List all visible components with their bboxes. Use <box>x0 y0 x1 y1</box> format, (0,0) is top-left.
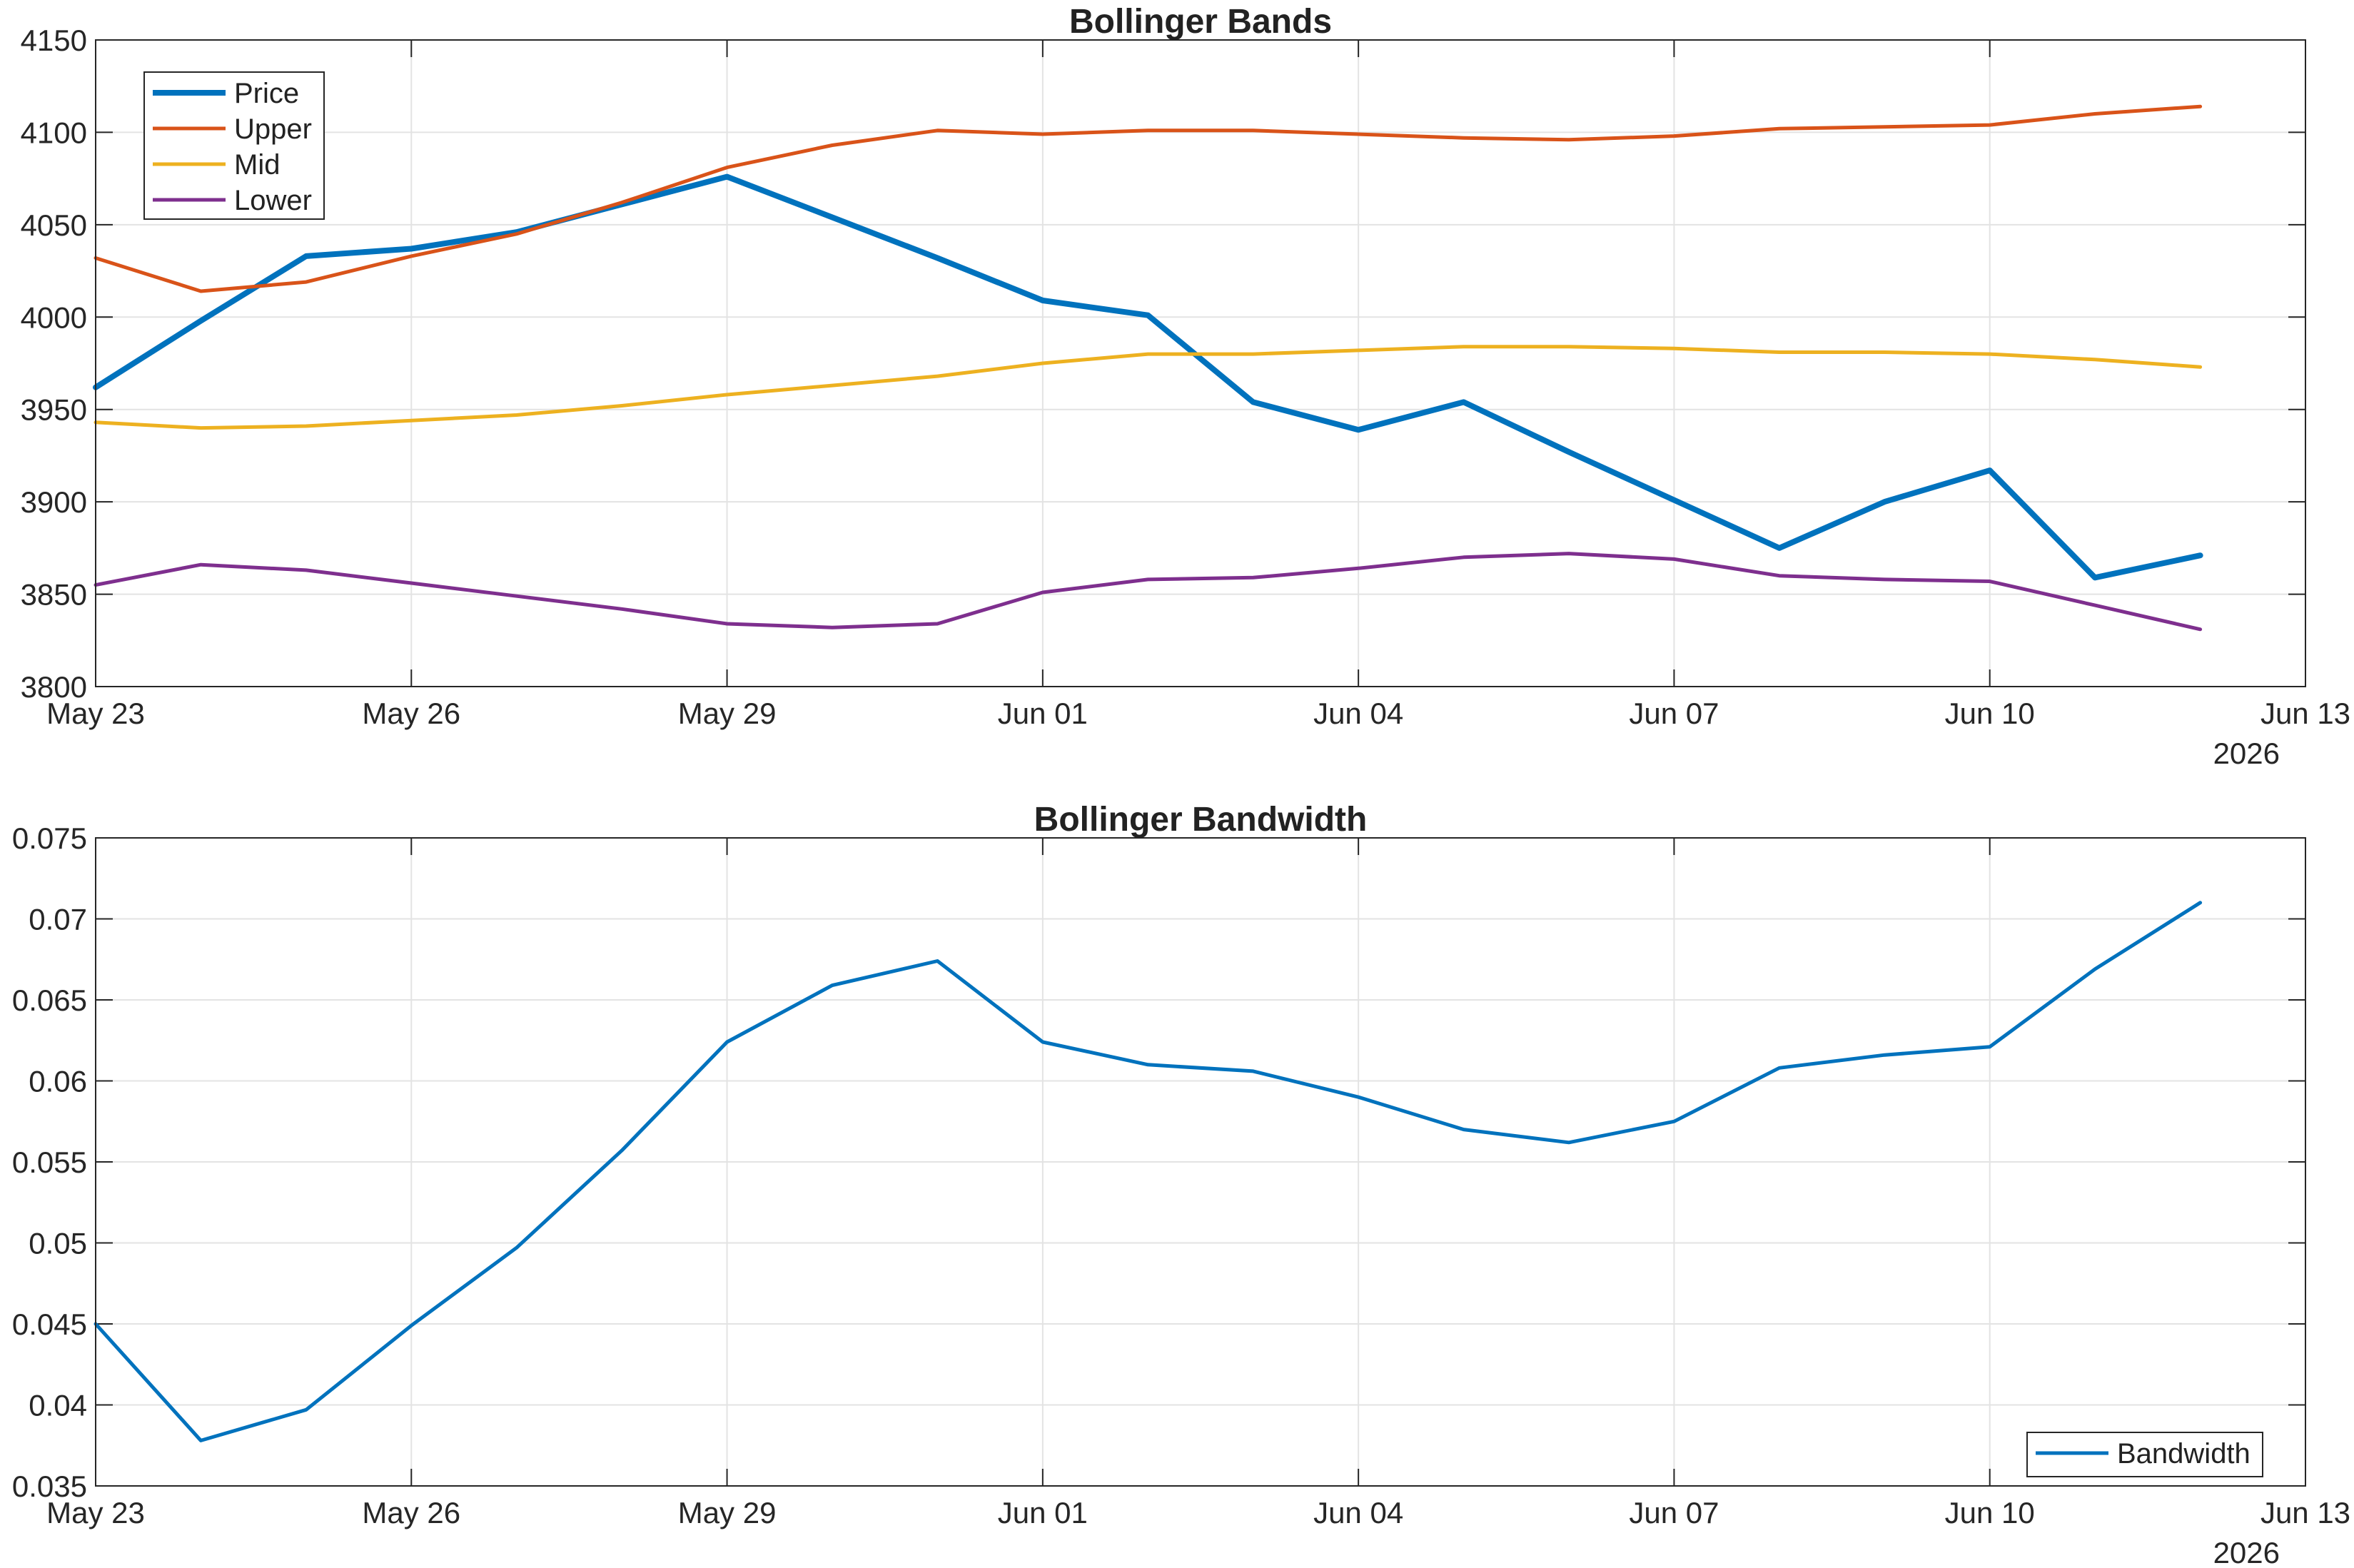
bollinger-bands-chart: Bollinger Bands 3800 3850 3900 3950 4000 4050 4… <box>21 3 2350 770</box>
x-tick-label: Jun 07 <box>1629 697 1719 730</box>
legend-label-price: Price <box>234 78 299 109</box>
legend-label-mid: Mid <box>234 149 280 181</box>
legend-label-lower: Lower <box>234 185 312 216</box>
chart-title: Bollinger Bandwidth <box>1034 801 1368 839</box>
axes-box <box>95 837 2306 1487</box>
x-tick-label: Jun 01 <box>998 697 1088 730</box>
series-line-bandwidth <box>94 901 2203 1442</box>
axes-box <box>95 39 2306 687</box>
y-tick-label: 0.065 <box>12 983 87 1017</box>
y-tick-label: 3900 <box>21 485 87 519</box>
series-line-upper <box>94 104 2203 293</box>
legend-label-bandwidth: Bandwidth <box>2117 1438 2251 1470</box>
x-tick-label: May 29 <box>678 697 777 730</box>
y-tick-label: 4100 <box>21 116 87 149</box>
y-tick-label: 0.045 <box>12 1307 87 1341</box>
x-year-label: 2026 <box>2213 737 2280 770</box>
y-tick-label: 0.04 <box>29 1389 87 1422</box>
legend-box <box>143 71 325 220</box>
y-tick-label: 0.035 <box>12 1470 87 1503</box>
plot-area <box>96 40 2305 687</box>
series-line-mid <box>94 345 2203 430</box>
x-tick-label: May 26 <box>362 1496 460 1529</box>
x-tick-label: May 23 <box>46 1496 145 1529</box>
x-tick-label: May 26 <box>362 697 460 730</box>
x-tick-label: Jun 01 <box>998 1496 1088 1529</box>
x-tick-label: Jun 13 <box>2260 1496 2350 1529</box>
y-tick-label: 4150 <box>21 24 87 57</box>
x-tick-label: Jun 04 <box>1313 1496 1403 1529</box>
legend-label-upper: Upper <box>234 113 312 145</box>
y-tick-label: 0.075 <box>12 821 87 855</box>
y-tick-label: 0.06 <box>29 1065 87 1098</box>
y-tick-label: 3950 <box>21 393 87 427</box>
y-tick-label: 3850 <box>21 578 87 612</box>
x-tick-label: Jun 13 <box>2260 697 2350 730</box>
x-tick-label: Jun 04 <box>1313 697 1403 730</box>
y-tick-label: 4000 <box>21 300 87 334</box>
chart-title: Bollinger Bands <box>1069 3 1332 41</box>
x-tick-label: May 23 <box>46 697 145 730</box>
x-tick-label: Jun 10 <box>1945 697 2035 730</box>
x-tick-label: May 29 <box>678 1496 777 1529</box>
series-line-price <box>93 173 2203 581</box>
x-tick-label: Jun 10 <box>1945 1496 2035 1529</box>
y-tick-label: 0.07 <box>29 903 87 936</box>
y-tick-label: 3800 <box>21 670 87 704</box>
series-line-lower <box>94 552 2203 632</box>
x-tick-label: Jun 07 <box>1629 1496 1719 1529</box>
y-tick-label: 0.055 <box>12 1145 87 1179</box>
x-year-label: 2026 <box>2213 1536 2280 1568</box>
y-tick-label: 0.05 <box>29 1227 87 1260</box>
bollinger-bandwidth-chart: Bollinger Bandwidth 0.035 0.04 0.045 0.05 0.0… <box>12 801 2350 1568</box>
y-tick-label: 4050 <box>21 208 87 242</box>
